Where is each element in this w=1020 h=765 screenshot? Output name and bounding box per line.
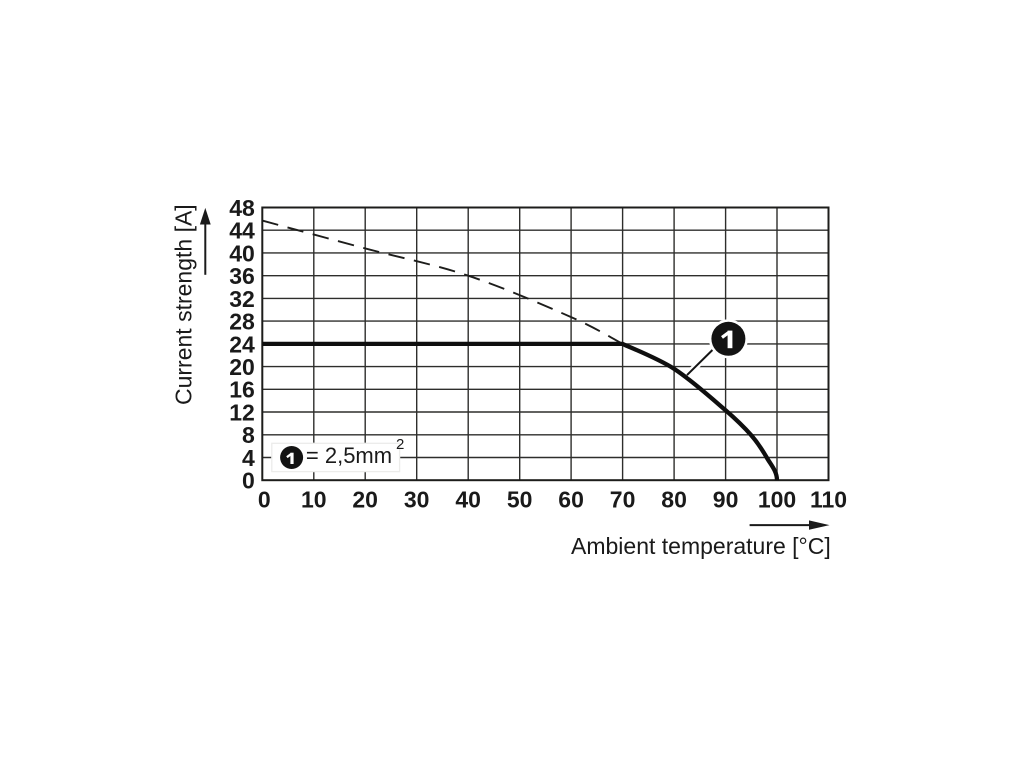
svg-text:50: 50 (507, 487, 533, 513)
svg-text:60: 60 (558, 487, 584, 513)
svg-text:80: 80 (661, 487, 687, 513)
svg-text:24: 24 (229, 331, 255, 357)
svg-text:36: 36 (229, 263, 255, 289)
svg-text:40: 40 (455, 487, 481, 513)
svg-text:Current strength [A]: Current strength [A] (171, 204, 197, 405)
svg-text:12: 12 (229, 399, 255, 425)
svg-text:8: 8 (242, 422, 255, 448)
svg-text:10: 10 (301, 487, 327, 513)
svg-text:110: 110 (810, 487, 847, 513)
svg-text:16: 16 (229, 377, 255, 403)
svg-text:28: 28 (229, 309, 255, 335)
svg-text:48: 48 (229, 195, 255, 221)
svg-text:90: 90 (713, 487, 739, 513)
svg-text:4: 4 (242, 445, 255, 471)
svg-text:44: 44 (229, 218, 255, 244)
svg-text:20: 20 (352, 487, 378, 513)
svg-text:100: 100 (758, 487, 796, 513)
svg-text:32: 32 (229, 286, 255, 312)
svg-text:20: 20 (229, 354, 255, 380)
svg-text:0: 0 (242, 468, 255, 494)
svg-text:2: 2 (396, 436, 404, 453)
svg-text:30: 30 (404, 487, 430, 513)
svg-text:= 2,5mm: = 2,5mm (306, 443, 392, 468)
svg-text:0: 0 (258, 487, 271, 513)
svg-text:Ambient temperature [°C]: Ambient temperature [°C] (571, 533, 831, 559)
svg-text:70: 70 (610, 487, 636, 513)
svg-text:40: 40 (229, 240, 255, 266)
